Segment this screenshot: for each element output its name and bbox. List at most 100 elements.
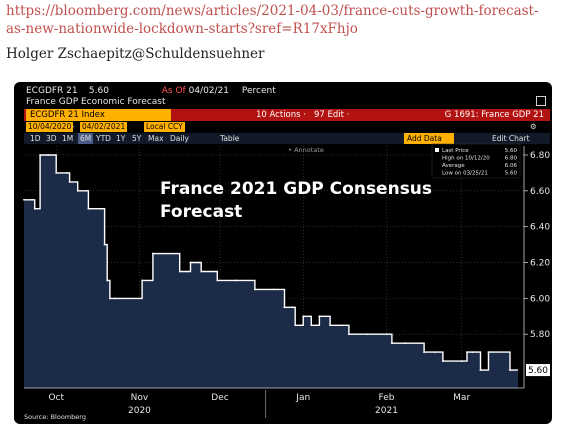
last-value-tag	[526, 364, 550, 377]
legend-value: 5.60	[505, 148, 518, 154]
as-of-label: As Of	[161, 86, 186, 96]
data-point	[109, 297, 111, 300]
data-point	[291, 306, 294, 309]
command-bar: ECGDFR 21 Index 10 Actions · 97 Edit · G…	[24, 109, 550, 121]
last-value-label: 5.60	[528, 366, 548, 376]
data-point	[87, 207, 90, 210]
data-point	[200, 270, 203, 273]
edit-chart-button[interactable]: Edit Chart	[492, 134, 530, 143]
data-point	[33, 207, 36, 210]
data-point	[23, 198, 25, 201]
y-tick-label: 6.20	[530, 259, 550, 269]
article-url[interactable]: https://bloomberg.com/news/articles/2021…	[6, 3, 539, 37]
y-tick-label: 6.60	[530, 187, 550, 197]
last-price: 5.60	[88, 86, 109, 96]
legend-label: High on 10/12/20	[442, 156, 490, 162]
data-point	[347, 333, 350, 336]
legend-label: Low on 03/25/21	[442, 171, 488, 177]
legend-swatch	[435, 148, 439, 152]
data-point	[299, 324, 302, 327]
data-point	[66, 171, 68, 174]
tab-1y[interactable]: 1Y	[116, 134, 126, 143]
tab-1d[interactable]: 1D	[30, 134, 41, 143]
tab-max[interactable]: Max	[148, 134, 164, 143]
y-tick-label: 6.40	[530, 223, 550, 233]
actions-menu[interactable]: 10 Actions ·	[256, 110, 306, 120]
legend-value: 6.06	[505, 163, 518, 169]
settings-icon[interactable]: ⚙	[530, 122, 537, 131]
data-point	[390, 342, 393, 345]
data-point	[471, 351, 474, 354]
data-point	[114, 297, 117, 300]
data-point	[479, 369, 482, 371]
data-point	[216, 279, 219, 282]
x-year-label: 2020	[128, 406, 151, 416]
data-point	[487, 351, 490, 354]
tab-ytd[interactable]: YTD	[96, 134, 111, 143]
data-point	[235, 279, 238, 282]
tab-6m[interactable]: 6M	[78, 133, 94, 144]
data-point	[55, 171, 58, 174]
data-point	[68, 180, 71, 183]
y-tick-label: 6.80	[530, 151, 550, 161]
start-date-field[interactable]: 10/04/2020	[26, 122, 74, 132]
chart-title-line-1: France 2021 GDP Consensus	[160, 179, 432, 199]
data-point	[106, 279, 109, 282]
ticker: ECGDFR 21	[26, 86, 78, 96]
data-point	[283, 306, 286, 309]
data-point	[31, 198, 33, 201]
x-tick-label: Mar	[453, 393, 470, 403]
tab-1m[interactable]: 1M	[62, 134, 74, 143]
legend-box	[431, 143, 521, 179]
frequency-select[interactable]: Daily	[170, 134, 189, 143]
x-tick-label: Oct	[48, 393, 64, 403]
as-of-date: 04/02/21	[188, 86, 230, 96]
data-point	[404, 342, 407, 345]
date-separator: -	[72, 122, 75, 131]
currency-select[interactable]: Local CCY	[144, 122, 185, 132]
tab-3d[interactable]: 3D	[46, 134, 57, 143]
legend-value: 5.60	[505, 171, 518, 177]
add-data-field[interactable]: Add Data	[404, 133, 454, 144]
x-tick-label: Nov	[131, 393, 149, 403]
data-point	[151, 252, 154, 255]
chart-title-line-2: Forecast	[160, 202, 242, 222]
source-note: Source: Bloomberg	[24, 413, 86, 421]
tab-5y[interactable]: 5Y	[132, 134, 142, 143]
x-year-label: 2021	[375, 406, 398, 416]
index-field[interactable]: ECGDFR 21 Index	[26, 109, 171, 121]
table-button[interactable]: Table	[220, 134, 240, 143]
end-date-field[interactable]: 04/02/2021	[80, 122, 128, 132]
y-tick-label: 5.80	[530, 330, 550, 340]
data-point	[318, 315, 321, 318]
data-point	[39, 154, 42, 156]
x-tick-label: Feb	[379, 393, 395, 403]
data-point	[189, 261, 192, 264]
data-point	[423, 351, 425, 354]
data-point	[103, 243, 106, 246]
legend-label: Last Price	[442, 148, 469, 154]
data-point	[460, 360, 463, 363]
terminal-header: ECGDFR 21 5.60 As Of 04/02/21 Percent	[26, 86, 276, 96]
series-subtitle: France GDP Economic Forecast	[26, 97, 166, 107]
data-point	[441, 360, 444, 363]
x-tick-label: Jan	[295, 393, 310, 403]
data-point	[47, 154, 50, 156]
data-point	[509, 369, 511, 371]
legend-value: 6.80	[505, 156, 518, 162]
x-tick-label: Dec	[211, 393, 228, 403]
unit-label: Percent	[241, 86, 276, 96]
data-point	[433, 351, 436, 354]
edit-menu[interactable]: 97 Edit ·	[314, 110, 350, 120]
legend-label: Average	[442, 163, 465, 169]
data-point	[76, 189, 79, 192]
gdp-forecast-chart: 5.80 6.00 6.20 6.40 6.60 6.80 Oct Nov Dec Jan Feb M…	[23, 143, 550, 418]
data-point	[272, 288, 275, 291]
data-point	[254, 288, 256, 291]
data-point	[466, 351, 468, 354]
chart-name: G 1691: France GDP 21	[444, 110, 544, 120]
data-point	[294, 324, 297, 327]
expand-icon[interactable]	[536, 96, 546, 106]
data-point	[366, 333, 369, 336]
data-point	[100, 207, 103, 210]
